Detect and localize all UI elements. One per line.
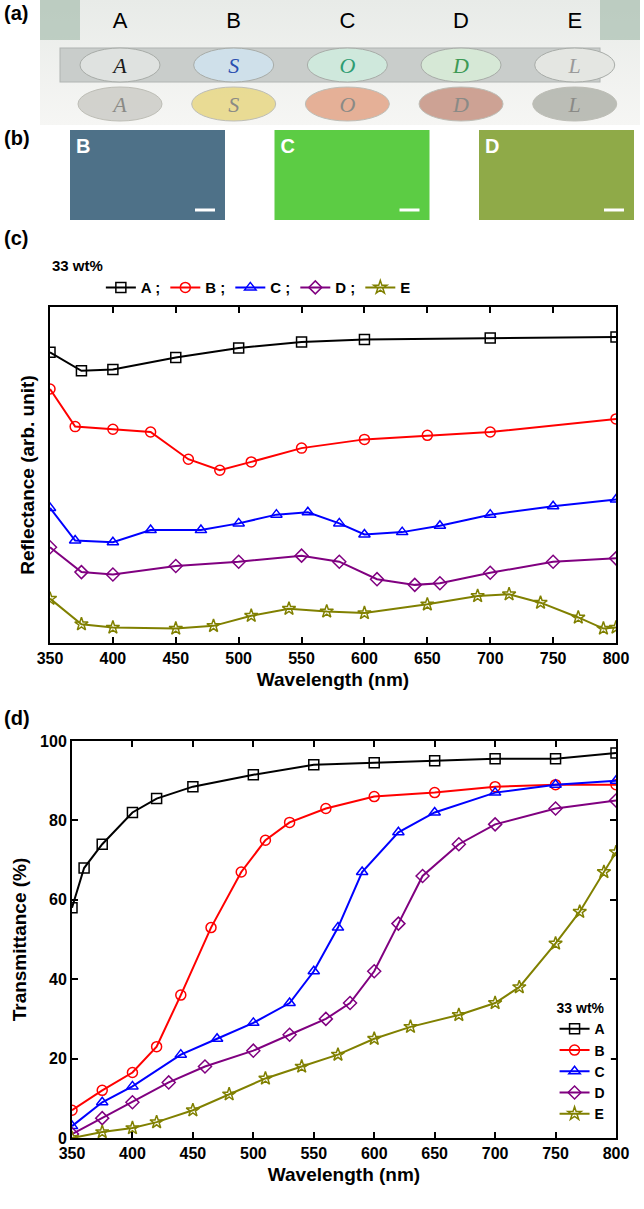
svg-text:800: 800 <box>603 1145 630 1162</box>
svg-text:650: 650 <box>414 650 441 667</box>
svg-text:600: 600 <box>361 1145 388 1162</box>
svg-text:A ;: A ; <box>141 279 160 296</box>
svg-text:400: 400 <box>119 1145 146 1162</box>
svg-text:E: E <box>595 1106 604 1122</box>
svg-text:D: D <box>452 53 469 78</box>
svg-text:B: B <box>76 135 90 157</box>
svg-text:700: 700 <box>477 650 504 667</box>
svg-text:700: 700 <box>482 1145 509 1162</box>
svg-text:B ;: B ; <box>205 279 225 296</box>
svg-text:0: 0 <box>58 1130 67 1147</box>
svg-text:750: 750 <box>540 650 567 667</box>
svg-text:Wavelength (nm): Wavelength (nm) <box>268 1164 420 1185</box>
svg-text:D: D <box>453 8 469 33</box>
svg-text:20: 20 <box>49 1050 67 1067</box>
svg-text:500: 500 <box>240 1145 267 1162</box>
svg-text:450: 450 <box>180 1145 207 1162</box>
svg-text:B: B <box>226 8 241 33</box>
svg-text:750: 750 <box>542 1145 569 1162</box>
svg-text:(b): (b) <box>4 127 30 149</box>
svg-text:(a): (a) <box>4 2 28 24</box>
svg-text:Reflectance (arb. unit): Reflectance (arb. unit) <box>17 375 38 575</box>
svg-text:500: 500 <box>225 650 252 667</box>
svg-text:O: O <box>339 53 355 78</box>
svg-text:33 wt%: 33 wt% <box>52 257 103 274</box>
svg-text:D: D <box>595 1085 605 1101</box>
svg-text:D: D <box>452 92 469 117</box>
svg-text:O: O <box>339 92 355 117</box>
svg-text:350: 350 <box>59 1145 86 1162</box>
html-text:(c): (c) <box>4 227 29 249</box>
svg-text:40: 40 <box>49 971 67 988</box>
svg-text:Transmittance (%): Transmittance (%) <box>9 858 30 1022</box>
svg-text:S: S <box>228 92 239 117</box>
svg-text:60: 60 <box>49 891 67 908</box>
svg-text:800: 800 <box>603 650 630 667</box>
svg-text:A: A <box>111 92 127 117</box>
svg-text:L: L <box>568 53 581 78</box>
svg-text:A: A <box>595 1021 605 1037</box>
svg-text:C ;: C ; <box>270 279 290 296</box>
svg-text:80: 80 <box>49 812 67 829</box>
svg-text:650: 650 <box>421 1145 448 1162</box>
svg-text:33 wt%: 33 wt% <box>557 1000 605 1016</box>
svg-text:D: D <box>485 135 499 157</box>
svg-text:550: 550 <box>300 1145 327 1162</box>
svg-text:B: B <box>595 1043 605 1059</box>
svg-text:600: 600 <box>351 650 378 667</box>
svg-text:450: 450 <box>162 650 189 667</box>
svg-text:D ;: D ; <box>335 279 355 296</box>
svg-text:C: C <box>595 1064 605 1080</box>
svg-text:100: 100 <box>40 733 67 750</box>
svg-text:Wavelength (nm): Wavelength (nm) <box>257 669 409 690</box>
html-text:(d): (d) <box>4 707 30 729</box>
svg-text:E: E <box>567 8 582 33</box>
svg-text:C: C <box>339 8 355 33</box>
svg-text:350: 350 <box>37 650 64 667</box>
svg-text:A: A <box>113 8 128 33</box>
svg-text:C: C <box>281 135 295 157</box>
svg-text:A: A <box>111 53 127 78</box>
svg-text:400: 400 <box>100 650 127 667</box>
svg-text:550: 550 <box>288 650 315 667</box>
svg-text:E: E <box>400 279 410 296</box>
svg-text:S: S <box>228 53 239 78</box>
svg-text:L: L <box>568 92 581 117</box>
